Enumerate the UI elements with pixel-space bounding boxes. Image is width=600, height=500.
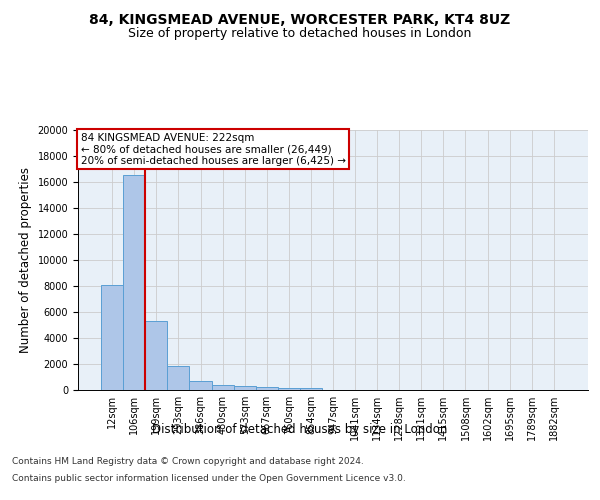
Text: 84 KINGSMEAD AVENUE: 222sqm
← 80% of detached houses are smaller (26,449)
20% of: 84 KINGSMEAD AVENUE: 222sqm ← 80% of det… (80, 132, 346, 166)
Text: Distribution of detached houses by size in London: Distribution of detached houses by size … (152, 422, 448, 436)
Bar (212, 386, 233, 390)
Bar (300, 388, 322, 390)
Bar (278, 388, 300, 390)
Text: Contains HM Land Registry data © Crown copyright and database right 2024.: Contains HM Land Registry data © Crown c… (12, 458, 364, 466)
Text: Size of property relative to detached houses in London: Size of property relative to detached ho… (128, 28, 472, 40)
Text: 84, KINGSMEAD AVENUE, WORCESTER PARK, KT4 8UZ: 84, KINGSMEAD AVENUE, WORCESTER PARK, KT… (89, 12, 511, 26)
Bar (233, 386, 256, 390)
Bar (190, 381, 212, 390)
Bar (145, 321, 167, 390)
Y-axis label: Number of detached properties: Number of detached properties (19, 167, 32, 353)
Bar (256, 388, 278, 390)
Bar (167, 366, 190, 390)
Bar (101, 284, 123, 390)
Text: Contains public sector information licensed under the Open Government Licence v3: Contains public sector information licen… (12, 474, 406, 483)
Bar (123, 176, 145, 390)
